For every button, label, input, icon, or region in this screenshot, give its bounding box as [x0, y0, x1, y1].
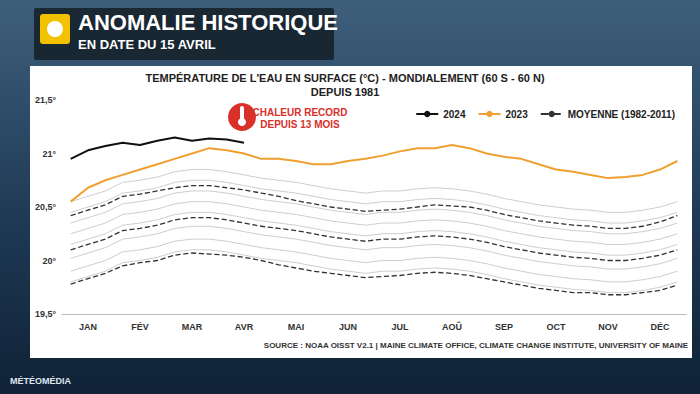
svg-text:AOÛ: AOÛ [442, 321, 462, 332]
svg-text:AVR: AVR [235, 322, 254, 332]
svg-text:EN DATE DU 15 AVRIL: EN DATE DU 15 AVRIL [78, 37, 216, 52]
svg-text:JUL: JUL [391, 322, 409, 332]
svg-text:20°: 20° [42, 256, 56, 266]
svg-text:MÉTÉOMÉDIA: MÉTÉOMÉDIA [10, 376, 72, 386]
svg-text:21,5°: 21,5° [35, 95, 57, 105]
svg-text:MAR: MAR [182, 322, 203, 332]
svg-text:21°: 21° [42, 149, 56, 159]
svg-text:MOYENNE (1982-2011): MOYENNE (1982-2011) [568, 109, 675, 120]
svg-text:ANOMALIE HISTORIQUE: ANOMALIE HISTORIQUE [78, 10, 338, 35]
svg-text:DEPUIS 1981: DEPUIS 1981 [311, 86, 379, 98]
svg-text:MAI: MAI [288, 322, 305, 332]
svg-text:19,5°: 19,5° [35, 309, 57, 319]
svg-text:JUN: JUN [339, 322, 357, 332]
svg-text:SEP: SEP [495, 322, 513, 332]
svg-text:FÉV: FÉV [131, 322, 149, 332]
svg-text:OCT: OCT [547, 322, 567, 332]
svg-text:2023: 2023 [505, 109, 528, 120]
svg-text:DÉC: DÉC [650, 322, 670, 332]
svg-text:TEMPÉRATURE DE L'EAU EN SURFAC: TEMPÉRATURE DE L'EAU EN SURFACE (°C) - M… [145, 72, 545, 84]
svg-text:DEPUIS 13 MOIS: DEPUIS 13 MOIS [260, 119, 340, 130]
svg-text:CHALEUR RECORD: CHALEUR RECORD [253, 107, 348, 118]
svg-text:NOV: NOV [598, 322, 618, 332]
svg-text:SOURCE : NOAA OISST V2.1 | MAI: SOURCE : NOAA OISST V2.1 | MAINE CLIMATE… [264, 341, 689, 350]
svg-text:2024: 2024 [443, 109, 466, 120]
svg-text:JAN: JAN [79, 322, 97, 332]
svg-text:20,5°: 20,5° [35, 202, 57, 212]
